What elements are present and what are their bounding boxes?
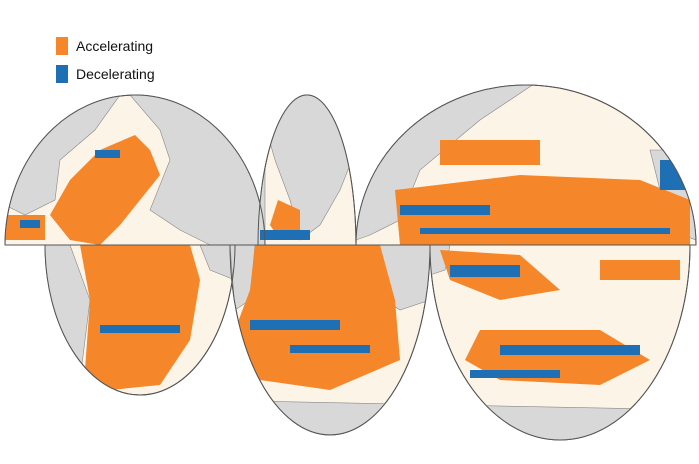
decelerating-areas (20, 150, 690, 378)
accelerating-areas (5, 135, 690, 390)
legend-label: Decelerating (76, 66, 155, 82)
legend-item: Decelerating (56, 65, 155, 83)
legend-swatch (56, 65, 68, 83)
legend-swatch (56, 37, 68, 55)
legend-item: Accelerating (56, 37, 153, 55)
legend-label: Accelerating (76, 38, 154, 54)
lobe-outlines (4, 84, 697, 441)
